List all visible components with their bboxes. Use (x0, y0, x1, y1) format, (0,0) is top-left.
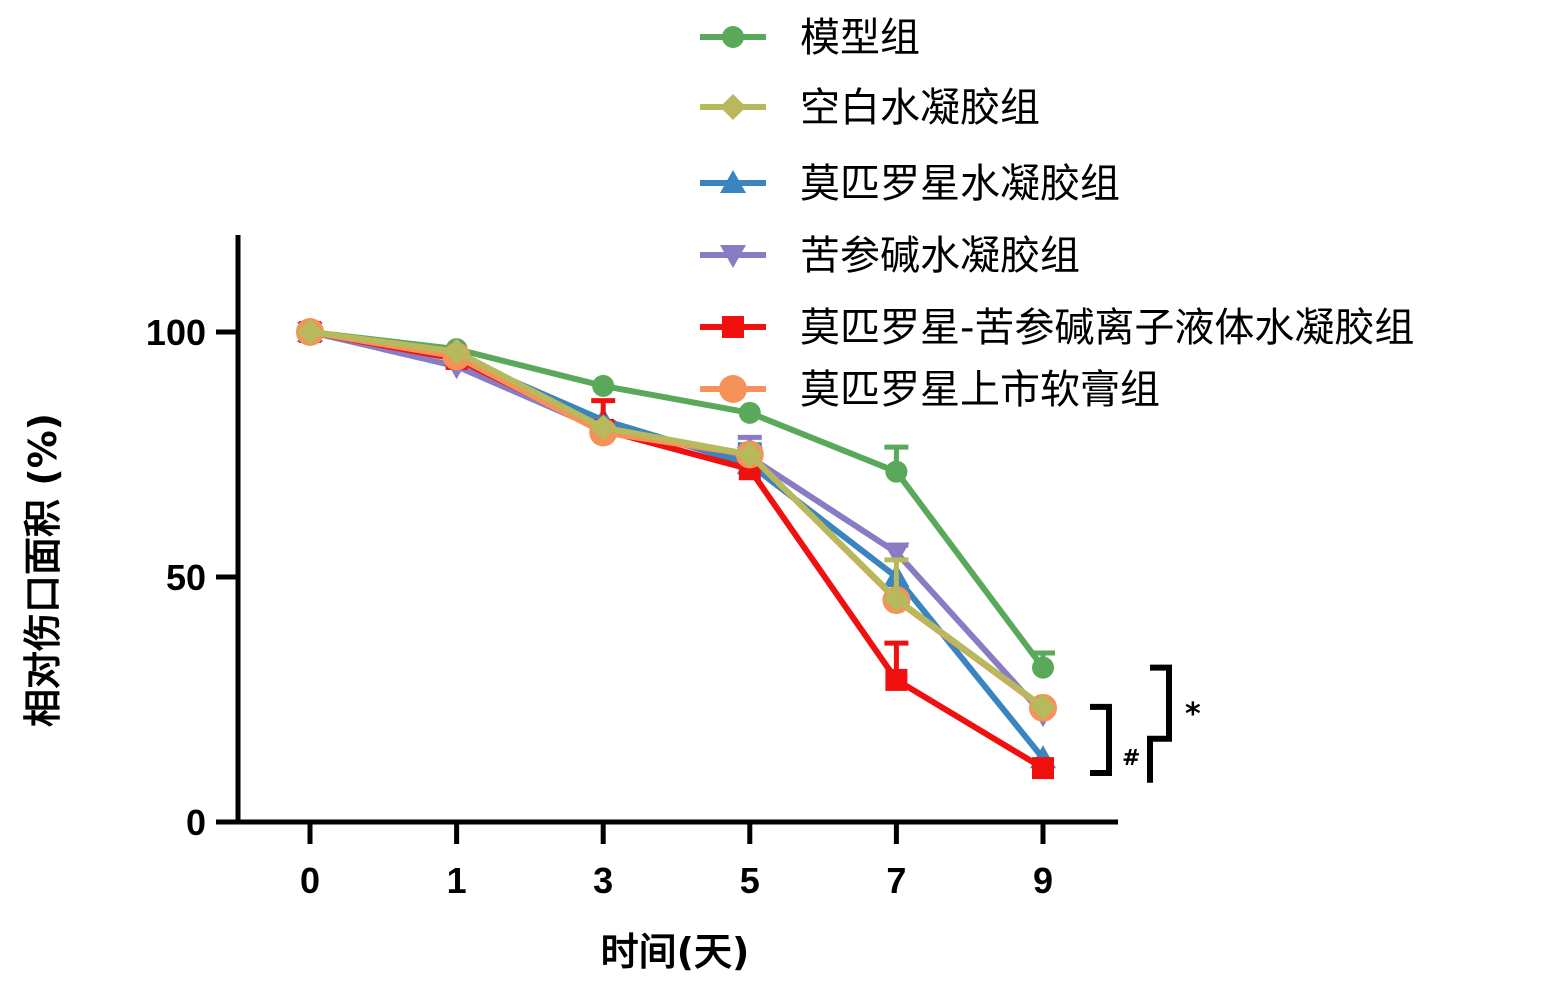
legend-marker (720, 170, 746, 193)
data-point (885, 460, 908, 483)
data-point (738, 401, 761, 424)
significance-bracket (1147, 664, 1172, 783)
data-point (297, 319, 323, 345)
axes: 0 50 100 0 1 3 5 7 9 (146, 235, 1118, 901)
x-tick-label: 1 (447, 860, 467, 901)
significance-label: # (1122, 746, 1140, 771)
y-tick-label: 0 (186, 802, 206, 843)
legend-marker (719, 375, 747, 403)
legend-marker (720, 245, 746, 268)
significance-label: * (1185, 697, 1201, 732)
legend-label: 空白水凝胶组 (800, 85, 1040, 131)
legend-label: 莫匹罗星-苦参碱离子液体水凝胶组 (800, 305, 1414, 351)
legend-marker (720, 94, 746, 120)
legend-item: 莫匹罗星上市软膏组 (700, 367, 1160, 413)
series-1 (297, 319, 1056, 720)
data-point (592, 374, 615, 397)
x-tick-label: 3 (593, 860, 613, 901)
y-axis-label: 相对伤口面积 (%) (21, 413, 65, 727)
data-point (443, 338, 470, 365)
legend-marker (722, 316, 744, 338)
data-point (590, 414, 617, 441)
data-point (736, 441, 763, 468)
data-point (1032, 757, 1054, 780)
legend-label: 莫匹罗星上市软膏组 (800, 367, 1160, 413)
y-tick-label: 100 (146, 312, 206, 353)
legend-item: 空白水凝胶组 (700, 85, 1040, 131)
legend-item: 苦参碱水凝胶组 (700, 233, 1080, 279)
legend: 模型组空白水凝胶组莫匹罗星水凝胶组苦参碱水凝胶组莫匹罗星-苦参碱离子液体水凝胶组… (700, 15, 1414, 413)
x-tick-label: 7 (886, 860, 906, 901)
legend-item: 模型组 (700, 15, 920, 61)
x-axis-label: 时间(天) (601, 930, 750, 974)
data-point (883, 542, 910, 566)
legend-label: 莫匹罗星水凝胶组 (800, 161, 1120, 207)
data-point (883, 586, 910, 613)
x-tick-label: 0 (300, 860, 320, 901)
data-point (885, 668, 908, 691)
series-layer (296, 318, 1057, 780)
legend-marker (722, 26, 744, 48)
x-tick-label: 9 (1033, 860, 1053, 901)
legend-item: 莫匹罗星-苦参碱离子液体水凝胶组 (700, 305, 1414, 351)
significance-bracket (1090, 703, 1112, 776)
legend-label: 模型组 (800, 15, 920, 61)
data-point (1032, 656, 1054, 679)
data-point (1030, 693, 1056, 720)
legend-label: 苦参碱水凝胶组 (800, 233, 1080, 279)
x-tick-label: 5 (740, 860, 760, 901)
series-line (309, 329, 1045, 710)
significance-annotations: #* (1090, 664, 1201, 783)
y-tick-label: 50 (166, 557, 206, 598)
legend-item: 莫匹罗星水凝胶组 (700, 161, 1120, 207)
